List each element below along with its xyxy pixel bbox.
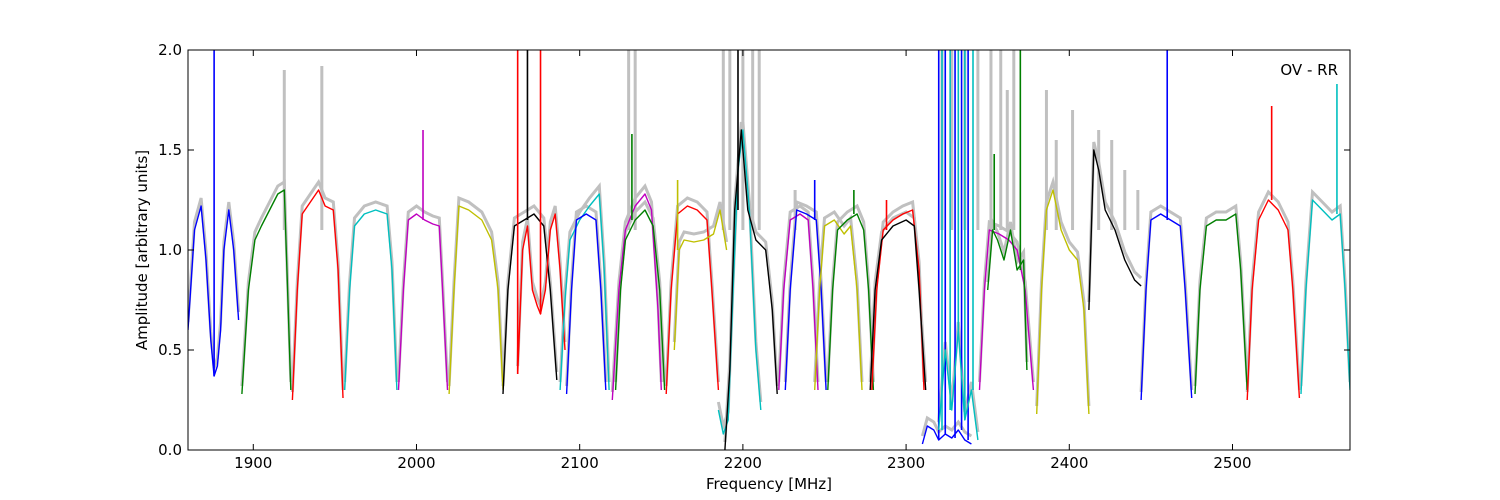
series-line-11: [614, 209, 666, 391]
series-line-7: [517, 213, 566, 375]
x-tick-label-5: 2400: [1050, 454, 1088, 472]
y-axis: 0.0 0.5 1.0 1.5 2.0: [158, 41, 1350, 459]
background-trace-13: [672, 201, 729, 343]
background-trace-25: [986, 216, 1029, 363]
x-tick-label-0: 1900: [234, 454, 272, 472]
y-axis-title: Amplitude [arbitrary units]: [133, 150, 151, 350]
series-line-15: [724, 129, 778, 450]
y-tick-label-0: 0.0: [158, 441, 182, 459]
y-tick-label-1: 0.5: [158, 341, 182, 359]
x-tick-label-1: 2000: [397, 454, 435, 472]
background-trace-6: [501, 204, 559, 387]
series-line-16: [778, 213, 819, 391]
series-line-27: [1088, 149, 1142, 311]
series-line-6: [502, 213, 558, 395]
series-line-18: [814, 219, 863, 391]
background-trace-0: [188, 197, 241, 369]
annotation-label: OV - RR: [1280, 61, 1338, 79]
series-line-28: [1140, 213, 1193, 401]
series-line-31: [1300, 199, 1350, 395]
background-trace-16: [777, 204, 820, 383]
series-line-26: [1036, 189, 1090, 415]
series-line-5: [448, 205, 504, 395]
x-tick-label-3: 2200: [724, 454, 762, 472]
series-line-29: [1194, 213, 1248, 395]
x-tick-label-6: 2500: [1213, 454, 1251, 472]
background-trace-7: [516, 205, 567, 367]
background-trace-9: [565, 204, 608, 387]
y-tick-label-4: 2.0: [158, 41, 182, 59]
background-trace-31: [1299, 188, 1350, 387]
series-line-2: [291, 189, 344, 401]
background-trace-28: [1139, 204, 1194, 393]
background-trace-29: [1193, 203, 1249, 387]
series-line-8: [559, 193, 610, 391]
series-line-20: [871, 209, 925, 391]
axes-frame: [187, 49, 1351, 451]
background-trace-2: [290, 178, 345, 393]
x-tick-label-4: 2300: [887, 454, 925, 472]
plot-area: [188, 50, 1350, 450]
series-line-9: [565, 213, 607, 395]
series-line-10: [611, 193, 662, 401]
background-trace-30: [1245, 189, 1301, 393]
y-tick-label-2: 1.0: [158, 241, 182, 259]
series-line-30: [1246, 199, 1301, 401]
series-line-12: [665, 205, 720, 395]
series-line-3: [344, 209, 398, 391]
x-tick-label-2: 2100: [561, 454, 599, 472]
series-line-17: [784, 209, 827, 391]
series-line-0: [188, 205, 240, 377]
y-tick-label-3: 1.5: [158, 141, 182, 159]
series-line-19: [827, 213, 875, 391]
series-line-13: [673, 209, 728, 351]
series-line-21: [869, 219, 927, 391]
series-line-4: [397, 213, 449, 391]
background-trace-26: [1035, 176, 1091, 407]
series-line-1: [241, 189, 292, 395]
background-trace-27: [1087, 141, 1143, 303]
x-axis: 1900 2000 2100 2200 2300 2400 2500: [234, 50, 1252, 472]
x-axis-title: Frequency [MHz]: [706, 475, 832, 493]
series-line-25: [987, 229, 1028, 371]
